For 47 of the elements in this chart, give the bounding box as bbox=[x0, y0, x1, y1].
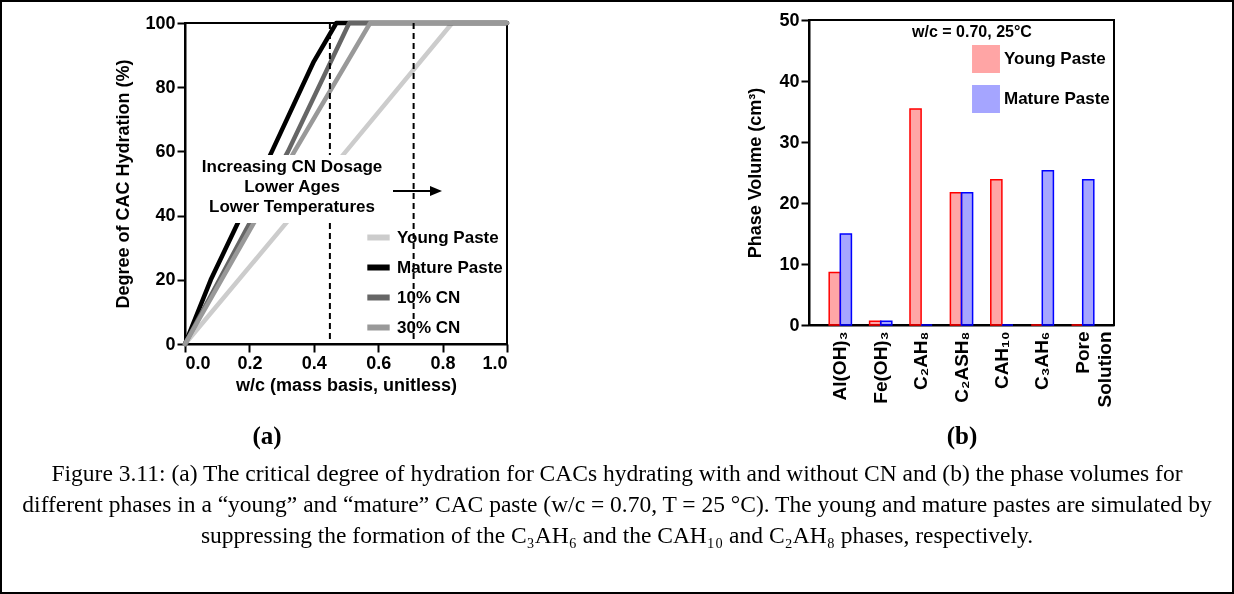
bar bbox=[1081, 179, 1095, 326]
legend-label: Young Paste bbox=[1004, 49, 1106, 68]
x-tick-label: 0.6 bbox=[366, 352, 392, 373]
y-tick-label: 10 bbox=[779, 253, 800, 274]
y-axis-title: Degree of CAC Hydration (%) bbox=[113, 59, 134, 309]
bar bbox=[879, 320, 893, 326]
bar bbox=[990, 179, 1003, 326]
legend-label: Young Paste bbox=[397, 227, 499, 247]
legend-label: Mature Paste bbox=[397, 257, 503, 277]
y-tick-label: 40 bbox=[155, 205, 176, 226]
caption: Figure 3.11: (a) The critical degree of hydration for CACs hydrating with and without CN and (b) the phase volumes for different phases in a “young” and “mature” CAC paste (w/c = 0.70, T = 25 °C). The young and mature pastes are simulated by suppressing the formation of the C₃AH₆ and the CAH₁₀ and C₂AH₈ phases, respectively. bbox=[21, 459, 1213, 550]
bar bbox=[828, 271, 842, 326]
x-tick-label: 0.0 bbox=[185, 352, 211, 373]
x-tick-label: C₃AH₆ bbox=[1031, 331, 1053, 391]
legend-label: 30% CN bbox=[397, 317, 461, 337]
x-tick-label: C₂ASH₈ bbox=[950, 331, 972, 403]
y-tick-label: 40 bbox=[779, 70, 800, 91]
annotation: Increasing CN Dosage Lower Ages Lower Temperatures bbox=[201, 157, 383, 216]
y-tick-label: 100 bbox=[145, 12, 176, 33]
x-tick-label: 0.4 bbox=[301, 352, 327, 373]
x-tick-label: 0.2 bbox=[237, 352, 263, 373]
y-tick-label: 0 bbox=[789, 314, 800, 335]
bar bbox=[1041, 169, 1055, 326]
x-axis-title: w/c (mass basis, unitless) bbox=[234, 374, 458, 395]
legend-label: 10% CN bbox=[397, 287, 461, 307]
x-tick-label: C₂AH₈ bbox=[910, 331, 932, 391]
y-tick-label: 0 bbox=[165, 333, 176, 354]
y-axis-title: Phase Volume (cm³) bbox=[745, 87, 766, 259]
y-tick-label: 20 bbox=[779, 192, 800, 213]
text: (a) bbox=[251, 422, 283, 450]
y-tick-label: 80 bbox=[155, 76, 176, 97]
x-tick-label: CAH₁₀ bbox=[990, 331, 1012, 390]
bar bbox=[839, 233, 853, 326]
x-tick-label: Fe(OH)₃ bbox=[869, 331, 891, 404]
bar bbox=[960, 191, 974, 326]
x-tick-label: Al(OH)₃ bbox=[829, 331, 851, 401]
y-tick-label: 50 bbox=[779, 9, 800, 30]
x-tick-label: Pore Solution bbox=[1071, 331, 1115, 408]
y-tick-label: 60 bbox=[155, 140, 176, 161]
y-tick-label: 20 bbox=[155, 269, 176, 290]
legend-label: Mature Paste bbox=[1004, 89, 1110, 108]
y-tick-label: 30 bbox=[779, 131, 800, 152]
x-tick-label: 1.0 bbox=[482, 352, 508, 373]
bar bbox=[909, 108, 922, 326]
text: (b) bbox=[945, 422, 979, 450]
x-tick-label: 0.8 bbox=[430, 352, 456, 373]
legend-title: w/c = 0.70, 25°C bbox=[911, 23, 1033, 40]
